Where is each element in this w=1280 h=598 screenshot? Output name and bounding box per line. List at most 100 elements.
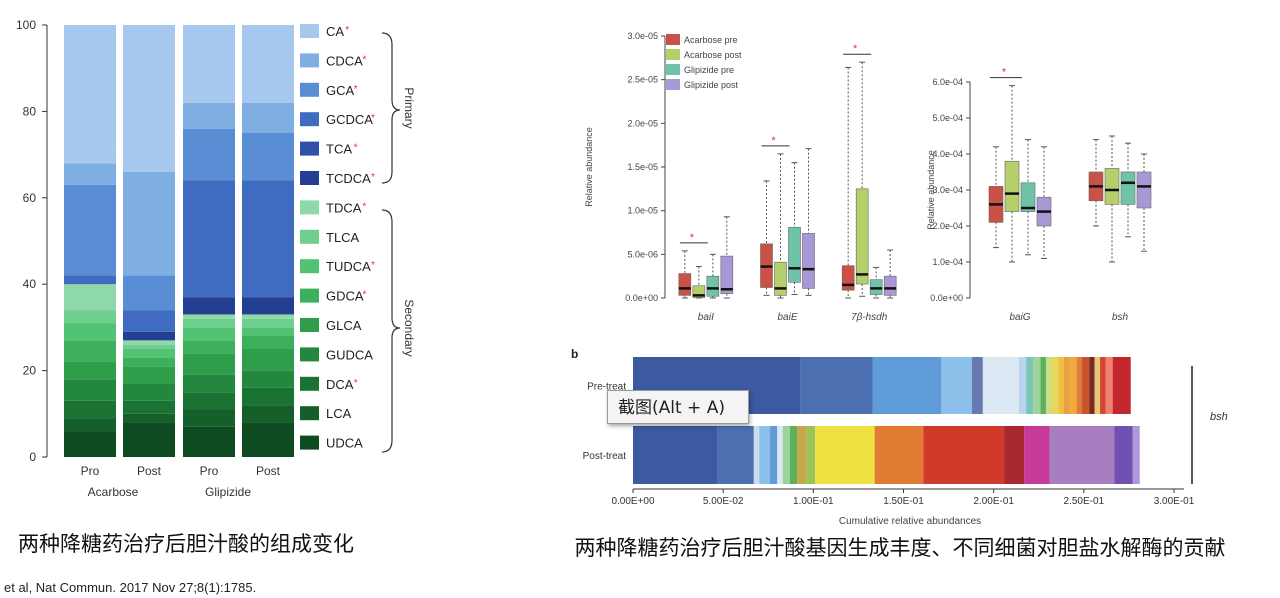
legend-swatch [300, 171, 319, 185]
stack-segment [64, 145, 116, 164]
stack-segment [123, 25, 175, 155]
significance-star: * [354, 143, 358, 154]
stack-segment [242, 297, 294, 315]
bar-segment [1045, 357, 1052, 414]
y-tick-label: 1.0e-04 [932, 257, 963, 267]
bar-segment [872, 357, 942, 414]
stack-segment [242, 336, 294, 349]
bar-segment [815, 426, 875, 484]
x-tick-label: 3.00E-01 [1154, 496, 1195, 507]
bar-segment [1132, 426, 1140, 484]
primary-brace [381, 32, 401, 184]
y-tick-label: 1.0e-05 [627, 206, 658, 216]
category-label: bsh [1112, 312, 1129, 323]
bar-segment [1069, 357, 1077, 414]
legend-label: Glipizide post [684, 80, 739, 90]
box [802, 233, 815, 289]
box [692, 285, 706, 298]
bar-segment [1112, 357, 1131, 414]
bar-label: Post [137, 464, 162, 478]
stack-segment [242, 314, 294, 319]
box [1136, 171, 1152, 209]
stack-segment [64, 184, 116, 276]
significance-star: * [1002, 67, 1007, 79]
legend-label: LCA [326, 406, 352, 421]
legend-swatch [300, 406, 319, 421]
bar-segment [806, 426, 816, 484]
stack-segment [64, 275, 116, 285]
bar-segment [797, 426, 807, 484]
stack-segment [183, 340, 235, 354]
stack-segment [123, 275, 175, 311]
stack-segment [183, 128, 235, 181]
bar-segment [770, 426, 778, 484]
stack-segment [183, 297, 235, 315]
legend-swatch [300, 347, 319, 362]
legend-swatch [300, 200, 319, 215]
y-tick-label: 5.0e-06 [627, 249, 658, 259]
bar-segment [1024, 426, 1050, 484]
legend-swatch [300, 112, 319, 127]
stack-segment [64, 361, 116, 380]
y-tick-label: 60 [23, 191, 37, 205]
bar-segment [1082, 357, 1090, 414]
bar-segment [717, 426, 754, 484]
legend-swatch [300, 288, 319, 303]
legend-swatch [300, 318, 319, 332]
box [883, 275, 897, 296]
secondary-brace [381, 209, 401, 453]
legend-label: TCDCA [326, 171, 371, 186]
panel-label: b [571, 347, 578, 361]
bar-segment [982, 357, 1019, 414]
category-label: baiI [698, 312, 714, 323]
left-caption: 两种降糖药治疗后胆汁酸的组成变化 [18, 532, 354, 556]
y-tick-label: 4.0e-04 [932, 149, 963, 159]
stack-segment [64, 340, 116, 362]
legend-label: CDCA [326, 53, 363, 68]
legend-swatch [666, 79, 680, 90]
stack-segment [242, 370, 294, 388]
stack-segment [123, 357, 175, 367]
x-tick-label: 2.00E-01 [973, 496, 1014, 507]
stack-segment [183, 409, 235, 427]
significance-star: * [371, 172, 375, 183]
y-tick-label: 2.0e-04 [932, 221, 963, 231]
category-label: baiE [777, 312, 797, 323]
y-tick-label: 80 [23, 104, 37, 118]
x-axis-title: Cumulative relative abundances [839, 516, 981, 527]
screenshot-tooltip: 截图(Alt + A) [607, 390, 749, 424]
bar-segment [923, 426, 1005, 484]
stack-segment [123, 422, 175, 457]
legend-label: TCA [326, 142, 352, 157]
legend-label: TDCA [326, 200, 362, 215]
legend-label: CA [326, 24, 344, 39]
stack-segment [64, 163, 116, 185]
bar-segment [1033, 357, 1041, 414]
right-caption: 两种降糖药治疗后胆汁酸基因生成丰度、不同细菌对胆盐水解酶的贡献 [574, 536, 1226, 560]
stack-segment [64, 400, 116, 419]
stack-segment [183, 426, 235, 457]
significance-star: * [371, 113, 375, 124]
significance-star: * [362, 54, 366, 65]
bar-segment [777, 426, 783, 484]
stack-segment [242, 387, 294, 406]
legend-label: TUDCA [326, 259, 371, 274]
significance-star: * [371, 260, 375, 271]
category-label: 7β-hsdh [851, 312, 888, 323]
legend-label: Glipizide pre [684, 65, 734, 75]
x-tick-label: 2.50E-01 [1064, 496, 1105, 507]
bar-segment [782, 426, 790, 484]
y-tick-label: 40 [23, 277, 37, 291]
stack-segment [64, 25, 116, 146]
significance-star: * [354, 84, 358, 95]
stack-segment [183, 318, 235, 328]
y-tick-label: 1.5e-05 [627, 162, 658, 172]
significance-star: * [345, 25, 349, 36]
stack-segment [242, 133, 294, 181]
stack-segment [123, 331, 175, 341]
bar-segment [1058, 357, 1064, 414]
box [1004, 160, 1020, 212]
row-label: Post-treat [583, 451, 627, 462]
bar-segment [874, 426, 924, 484]
